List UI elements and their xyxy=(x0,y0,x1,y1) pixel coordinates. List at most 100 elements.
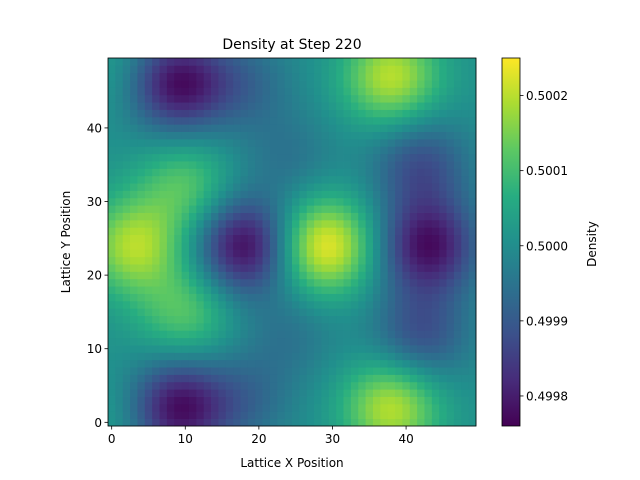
heatmap-cell xyxy=(431,227,440,236)
heatmap-cell xyxy=(144,367,153,375)
heatmap-cell xyxy=(365,271,374,280)
heatmap-cell xyxy=(439,153,447,162)
heatmap-cell xyxy=(225,403,234,412)
heatmap-cell xyxy=(343,308,352,316)
heatmap-cell xyxy=(439,256,447,265)
heatmap-cell xyxy=(122,138,131,147)
heatmap-cell xyxy=(152,116,160,125)
heatmap-cell xyxy=(299,411,308,420)
heatmap-cell xyxy=(269,330,278,339)
heatmap-cell xyxy=(218,168,227,177)
heatmap-cell xyxy=(174,87,182,96)
heatmap-cell xyxy=(181,330,190,339)
heatmap-cell xyxy=(468,131,477,140)
heatmap-cell xyxy=(402,345,411,353)
heatmap-cell xyxy=(299,72,308,81)
heatmap-cell xyxy=(152,80,160,88)
heatmap-cell xyxy=(380,212,389,221)
heatmap-cell xyxy=(284,293,293,302)
heatmap-cell xyxy=(306,278,315,287)
heatmap-cell xyxy=(203,345,212,353)
heatmap-cell xyxy=(144,109,153,118)
heatmap-cell xyxy=(122,337,131,346)
heatmap-cell xyxy=(122,264,131,272)
heatmap-cell xyxy=(159,278,168,287)
colorbar xyxy=(501,57,521,427)
heatmap-cell xyxy=(439,116,447,125)
heatmap-cell xyxy=(292,183,300,191)
heatmap-cell xyxy=(255,286,263,294)
heatmap-cell xyxy=(166,286,175,294)
heatmap-cell xyxy=(255,352,263,361)
heatmap-cell xyxy=(152,234,160,243)
heatmap-cell xyxy=(255,146,263,155)
heatmap-cell xyxy=(115,219,124,228)
heatmap-cell xyxy=(152,65,160,74)
heatmap-cell xyxy=(350,58,359,66)
heatmap-cell xyxy=(203,183,212,191)
heatmap-cell xyxy=(284,72,293,81)
heatmap-cell xyxy=(196,80,205,88)
heatmap-cell xyxy=(314,190,322,199)
heatmap-cell xyxy=(130,300,138,309)
heatmap-cell xyxy=(225,242,234,250)
heatmap-cell xyxy=(108,153,116,162)
heatmap-cell xyxy=(122,124,131,132)
heatmap-cell xyxy=(115,58,124,66)
heatmap-cell xyxy=(321,161,330,169)
heatmap-cell xyxy=(431,72,440,81)
heatmap-cell xyxy=(299,359,308,368)
heatmap-cell xyxy=(130,58,138,66)
heatmap-cell xyxy=(262,242,271,250)
heatmap-cell xyxy=(365,256,374,265)
heatmap-cell xyxy=(380,330,389,339)
heatmap-cell xyxy=(255,190,263,199)
heatmap-cell xyxy=(328,271,337,280)
heatmap-cell xyxy=(380,315,389,324)
heatmap-cell xyxy=(402,87,411,96)
heatmap-cell xyxy=(277,322,286,331)
heatmap-cell xyxy=(159,411,168,420)
heatmap-cell xyxy=(247,72,256,81)
heatmap-cell xyxy=(461,109,470,118)
heatmap-cell xyxy=(299,87,308,96)
heatmap-cell xyxy=(174,315,182,324)
heatmap-cell xyxy=(144,345,153,353)
heatmap-cell xyxy=(137,278,146,287)
heatmap-cell xyxy=(365,102,374,110)
heatmap-cell xyxy=(277,146,286,155)
heatmap-cell xyxy=(328,249,337,258)
heatmap-cell xyxy=(372,381,381,390)
heatmap-cell xyxy=(365,219,374,228)
heatmap-cell xyxy=(196,367,205,375)
heatmap-cell xyxy=(108,219,116,228)
heatmap-cell xyxy=(277,271,286,280)
heatmap-cell xyxy=(431,205,440,213)
heatmap-cell xyxy=(137,234,146,243)
heatmap-cell xyxy=(240,381,249,390)
heatmap-cell xyxy=(233,175,241,184)
heatmap-cell xyxy=(417,411,425,420)
heatmap-cell xyxy=(247,381,256,390)
heatmap-cell xyxy=(306,271,315,280)
heatmap-cell xyxy=(181,293,190,302)
heatmap-cell xyxy=(365,153,374,162)
chart-title: Density at Step 220 xyxy=(222,37,361,53)
heatmap-cell xyxy=(188,65,197,74)
heatmap-cell xyxy=(269,234,278,243)
heatmap-cell xyxy=(446,381,455,390)
heatmap-cell xyxy=(137,293,146,302)
heatmap-cell xyxy=(343,242,352,250)
heatmap-cell xyxy=(328,322,337,331)
heatmap-cell xyxy=(159,80,168,88)
heatmap-cell xyxy=(262,308,271,316)
heatmap-cell xyxy=(314,256,322,265)
heatmap-cell xyxy=(233,374,241,383)
heatmap-cell xyxy=(247,205,256,213)
heatmap-cell xyxy=(424,131,433,140)
heatmap-cell xyxy=(181,72,190,81)
heatmap-cell xyxy=(255,161,263,169)
heatmap-cell xyxy=(166,293,175,302)
heatmap-cell xyxy=(314,146,322,155)
heatmap-cell xyxy=(240,396,249,405)
